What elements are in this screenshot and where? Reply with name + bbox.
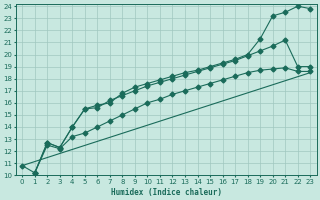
X-axis label: Humidex (Indice chaleur): Humidex (Indice chaleur)	[111, 188, 222, 197]
